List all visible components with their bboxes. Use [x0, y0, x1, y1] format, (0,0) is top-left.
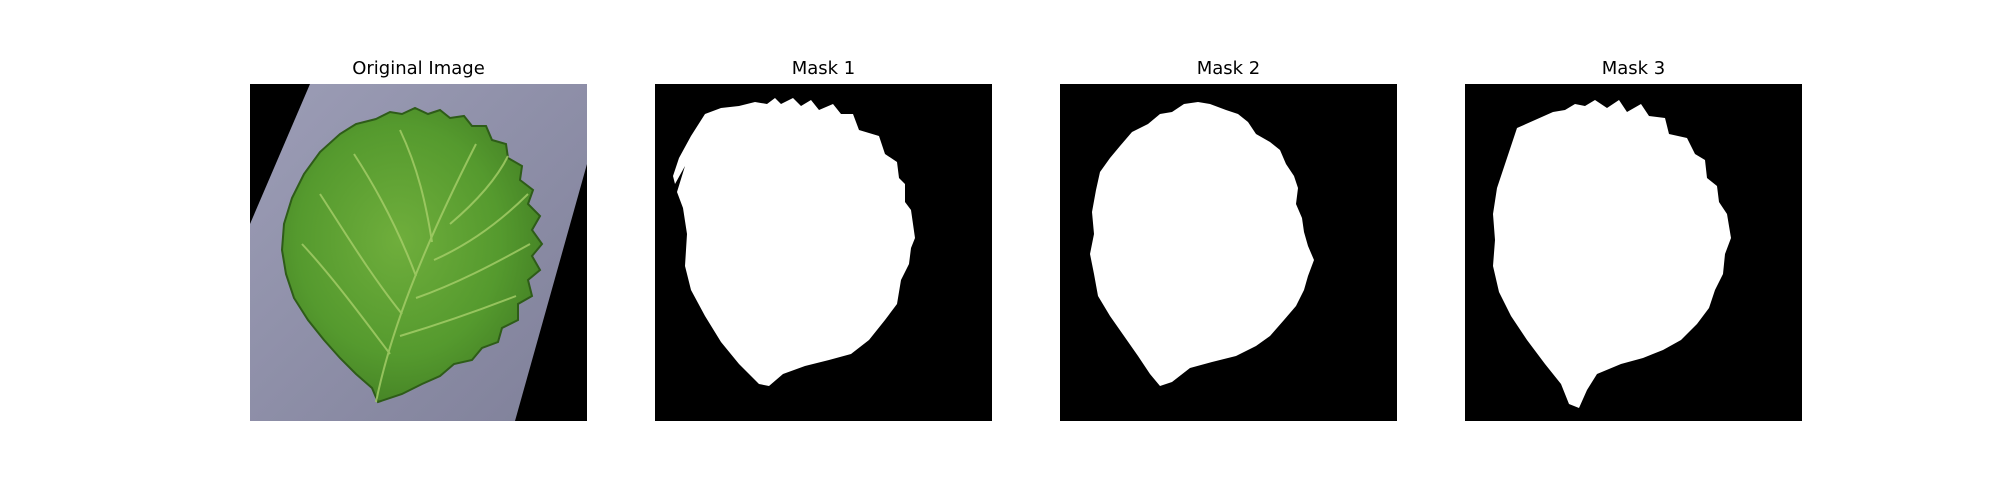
mask-2-image [1060, 84, 1397, 421]
mask-3-shape [1465, 84, 1802, 421]
original-image [250, 84, 587, 421]
mask-3-image [1465, 84, 1802, 421]
panel-title-mask-2: Mask 2 [1060, 58, 1397, 80]
mask-2-shape [1060, 84, 1397, 421]
panel-title-mask-3: Mask 3 [1465, 58, 1802, 80]
panel-title-mask-1: Mask 1 [655, 58, 992, 80]
leaf-photo [250, 84, 587, 421]
mask-1-image [655, 84, 992, 421]
panel-title-original: Original Image [250, 58, 587, 80]
mask-1-shape [655, 84, 992, 421]
